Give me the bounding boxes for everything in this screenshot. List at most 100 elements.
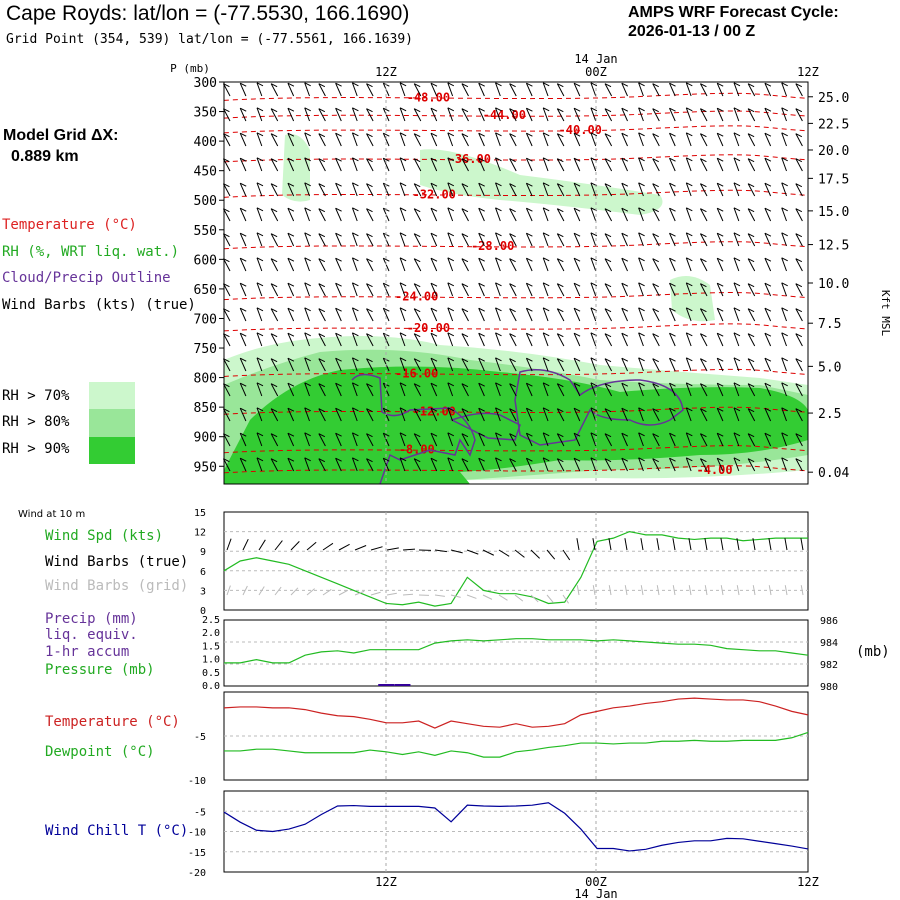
wind-barb-staff xyxy=(413,458,422,472)
wind-barb-staff xyxy=(430,158,438,172)
wind-barb xyxy=(764,307,772,322)
wind-barb-flag xyxy=(526,432,533,437)
wind-barb-staff xyxy=(781,232,787,247)
wind-barb-staff xyxy=(239,158,247,172)
wind-barb xyxy=(542,382,550,397)
wind-barb-flag xyxy=(399,407,407,412)
wind-barb-flag xyxy=(573,457,581,462)
wind-barb xyxy=(461,283,469,297)
legend-cloud: Cloud/Precip Outline xyxy=(2,270,171,286)
wind-barb-flag xyxy=(270,458,278,463)
wind-barb xyxy=(430,82,438,97)
temperature-contour xyxy=(223,92,809,101)
wind-barb xyxy=(287,107,295,122)
wind-barb-staff xyxy=(542,457,549,472)
wind-barb xyxy=(699,383,708,397)
surface-wind-barb-grid xyxy=(290,587,299,596)
surface-wind-barb xyxy=(354,545,367,551)
wind-barb-flag xyxy=(590,382,598,387)
wind-barb-flag xyxy=(669,107,676,112)
wind-barb-staff xyxy=(318,458,326,472)
surface-wind-barb xyxy=(274,540,283,551)
wind-barb xyxy=(239,282,247,297)
pressure-tick-label: 850 xyxy=(194,401,217,416)
wind-barb xyxy=(304,157,311,172)
wind-barb-flag xyxy=(621,307,629,312)
wind-barb xyxy=(652,258,660,272)
wind-barb-staff xyxy=(685,257,692,272)
temperature-contour-label: -24.00 xyxy=(395,290,438,304)
wind-barb-staff xyxy=(795,283,803,297)
wind-barb-staff xyxy=(258,539,266,551)
wind-barb-staff xyxy=(509,358,517,372)
wind-barb-staff xyxy=(351,257,358,272)
wind-barb-staff xyxy=(764,383,772,397)
wind-barb-staff xyxy=(478,258,485,272)
wind-barb-flag xyxy=(414,308,421,313)
surface-wind-barb-grid xyxy=(576,585,580,596)
wind-barb xyxy=(447,307,455,322)
wind-barb-staff xyxy=(590,357,597,372)
wind-barb xyxy=(781,457,788,472)
wind-barb-staff xyxy=(318,108,326,122)
wind-barb-flag xyxy=(447,257,455,262)
wind-barb-staff xyxy=(304,132,310,147)
wind-barb-flag xyxy=(526,357,533,362)
wind-barb-flag xyxy=(318,308,326,313)
wind-barb-staff xyxy=(525,208,533,222)
wind-barb xyxy=(638,307,645,322)
wind-barb xyxy=(335,157,342,172)
wind-barb-flag xyxy=(764,207,772,212)
wind-barb-staff xyxy=(495,457,501,472)
precip-tick-label: 2.0 xyxy=(202,628,220,639)
wind-barb-staff xyxy=(461,458,469,472)
wind-barb xyxy=(747,258,756,272)
wind-barb-staff xyxy=(733,432,740,447)
wind-barb-staff xyxy=(366,383,374,397)
wind-barb-flag xyxy=(414,183,421,188)
wind-barb-staff xyxy=(638,257,644,272)
wind-barb-staff xyxy=(270,383,279,397)
wind-barb-staff xyxy=(239,83,247,97)
wind-barb-flag xyxy=(270,408,278,413)
wind-barb xyxy=(256,257,264,272)
wind-barb-flag xyxy=(239,232,247,237)
wind-chill-tick-label: -10 xyxy=(188,828,206,839)
wind-barb xyxy=(335,332,342,347)
wind-barb-staff xyxy=(781,382,787,397)
wind-barb-staff xyxy=(509,458,517,472)
wind-barb-flag xyxy=(447,182,455,187)
wind-barb-flag xyxy=(652,108,659,113)
wind-barb xyxy=(638,357,645,372)
wind-barb-flag xyxy=(573,257,581,262)
wind-barb-flag xyxy=(495,332,502,337)
wind-barb-staff xyxy=(781,307,787,322)
wind-barb-flag xyxy=(383,157,390,162)
wind-barb-flag xyxy=(461,133,469,138)
wind-barb-staff xyxy=(461,383,469,397)
height-axis-title: Kft MSL xyxy=(879,290,892,337)
wind-barb-flag xyxy=(604,358,612,363)
wind-barb-staff xyxy=(461,333,469,347)
wind-barb-flag xyxy=(526,132,533,137)
wind-barb xyxy=(478,407,485,422)
wind-barb-staff xyxy=(638,107,644,122)
wind-barb-flag xyxy=(414,133,421,138)
wind-barb-flag xyxy=(430,157,438,162)
temperature-contour-label: -8.00 xyxy=(399,443,435,457)
wind-barb-staff xyxy=(638,407,644,422)
wind-barb-staff xyxy=(222,283,231,297)
wind-barb-flag xyxy=(573,432,581,437)
wind-barb-flag xyxy=(461,283,469,288)
wind-barb-staff xyxy=(222,133,231,147)
wind-barb-flag xyxy=(557,308,564,313)
wind-barb-flag xyxy=(414,108,421,113)
wind-barb xyxy=(413,183,422,197)
wind-barb-flag xyxy=(700,258,707,263)
wind-barb-staff xyxy=(768,585,772,596)
wind-barb xyxy=(413,133,422,147)
wind-barb-flag xyxy=(557,133,564,138)
wind-barb-staff xyxy=(592,538,596,551)
wind-barb-staff xyxy=(685,357,692,372)
wind-barb-flag xyxy=(352,107,359,112)
